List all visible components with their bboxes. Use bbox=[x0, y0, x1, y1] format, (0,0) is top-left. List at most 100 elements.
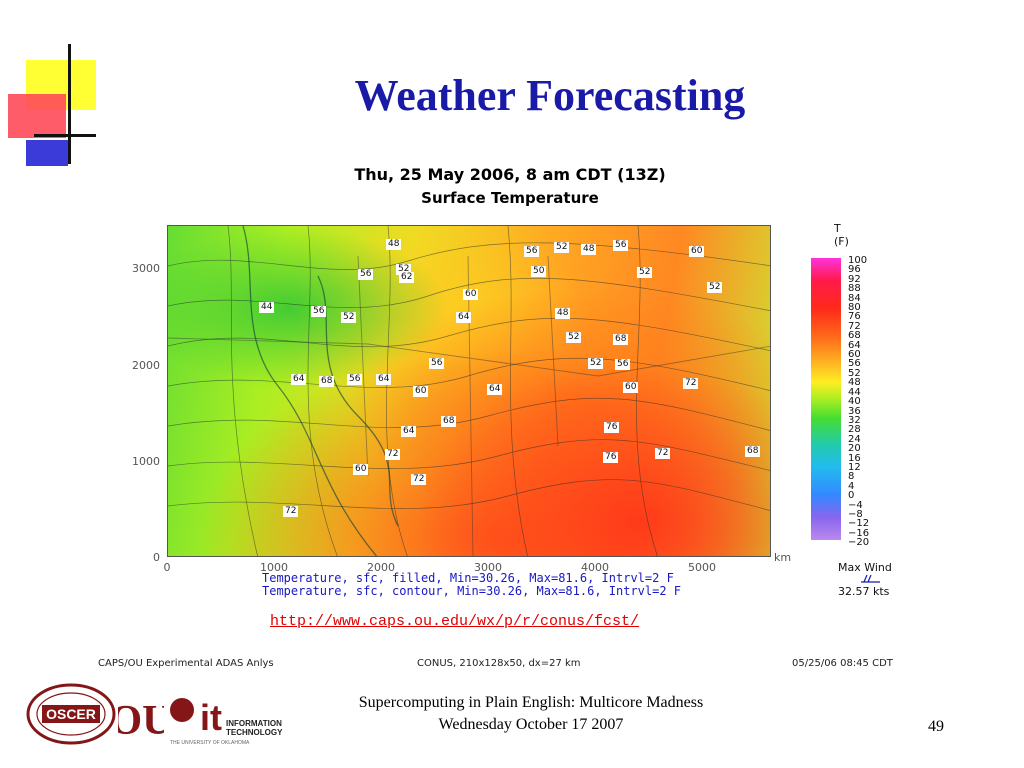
contour-label: 64 bbox=[487, 384, 503, 395]
map-title-date: Thu, 25 May 2006, 8 am CDT (13Z) bbox=[354, 165, 666, 184]
course-title: Supercomputing in Plain English: Multico… bbox=[358, 694, 704, 711]
corner-decoration bbox=[0, 0, 110, 170]
contour-label: 48 bbox=[555, 308, 571, 319]
contour-label: 56 bbox=[429, 358, 445, 369]
svg-text:TECHNOLOGY: TECHNOLOGY bbox=[226, 728, 283, 737]
contour-label: 60 bbox=[463, 289, 479, 300]
colorbar-tick: 36 bbox=[848, 405, 861, 417]
max-wind-label: Max Wind bbox=[838, 561, 892, 574]
contour-label: 52 bbox=[341, 312, 357, 323]
contour-label: 76 bbox=[604, 422, 620, 433]
colorbar-tick: 92 bbox=[848, 273, 861, 285]
colorbar-tick: 60 bbox=[848, 349, 861, 361]
colorbar-tick: 96 bbox=[848, 264, 861, 276]
contour-label: 64 bbox=[291, 374, 307, 385]
contour-label: 44 bbox=[259, 302, 275, 313]
colorbar-tick-labels: 100 96 92 88 84 80 76 72 68 64 60 56 52 48 44 40 36 32 28 2… bbox=[848, 255, 870, 549]
y-tick-label: 1000 bbox=[132, 455, 160, 468]
temperature-map: 48 52 56 62 56 52 50 60 48 56 60 52 52 44 56 52 64 48 56 52… bbox=[167, 225, 771, 557]
horizontal-line bbox=[34, 134, 96, 137]
svg-text:INFORMATION: INFORMATION bbox=[226, 719, 282, 728]
contour-label: 76 bbox=[603, 452, 619, 463]
temperature-colorbar bbox=[811, 258, 841, 540]
contour-label: 52 bbox=[707, 282, 723, 293]
x-axis-unit: km bbox=[774, 551, 792, 564]
contour-label: 64 bbox=[401, 426, 417, 437]
contour-label: 62 bbox=[399, 272, 415, 283]
contour-label: 72 bbox=[655, 448, 671, 459]
contour-label: 52 bbox=[396, 264, 412, 275]
colorbar-tick: 80 bbox=[848, 302, 861, 314]
svg-text:OU: OU bbox=[118, 698, 164, 744]
legend-unit: (F) bbox=[834, 235, 849, 248]
oscer-logo: OSCER bbox=[26, 683, 116, 745]
course-date: Wednesday October 17 2007 bbox=[438, 716, 624, 733]
svg-text:THE UNIVERSITY OF OKLAHOMA: THE UNIVERSITY OF OKLAHOMA bbox=[170, 740, 250, 746]
colorbar-tick: 4 bbox=[848, 480, 855, 492]
colorbar-tick: 28 bbox=[848, 424, 861, 436]
contour-label: 60 bbox=[413, 386, 429, 397]
colorbar-tick: 32 bbox=[848, 414, 861, 426]
x-tick-label: 1000 bbox=[260, 561, 288, 574]
contour-label: 56 bbox=[358, 269, 374, 280]
vertical-line bbox=[68, 44, 71, 164]
contour-label: 56 bbox=[613, 240, 629, 251]
map-caption-contour: Temperature, sfc, contour, Min=30.26, Ma… bbox=[262, 584, 682, 598]
contour-label: 72 bbox=[683, 378, 699, 389]
colorbar-tick: 48 bbox=[848, 377, 861, 389]
contour-label: 52 bbox=[554, 242, 570, 253]
analysis-label: CAPS/OU Experimental ADAS Anlys bbox=[98, 658, 274, 669]
contour-label: 60 bbox=[623, 382, 639, 393]
slide-title: Weather Forecasting bbox=[354, 71, 746, 120]
colorbar-tick: 40 bbox=[848, 396, 861, 408]
grid-info: CONUS, 210x128x50, dx=27 km bbox=[417, 658, 581, 669]
colorbar-tick: 0 bbox=[848, 490, 855, 502]
colorbar-tick: 8 bbox=[848, 471, 855, 483]
contour-label: 64 bbox=[456, 312, 472, 323]
colorbar-tick: −20 bbox=[848, 537, 870, 549]
y-tick-label: 0 bbox=[153, 551, 160, 564]
contour-label: 72 bbox=[411, 474, 427, 485]
contour-label: 56 bbox=[524, 246, 540, 257]
information-technology-logo: it INFORMATION TECHNOLOGY THE UNIVERSITY… bbox=[170, 697, 283, 746]
contour-label: 72 bbox=[385, 449, 401, 460]
contour-label: 56 bbox=[311, 306, 327, 317]
blue-square bbox=[26, 140, 68, 166]
x-tick-label: 0 bbox=[163, 561, 171, 574]
colorbar-tick: −4 bbox=[848, 499, 863, 511]
red-square bbox=[8, 94, 66, 138]
max-wind-value: 32.57 kts bbox=[838, 585, 890, 598]
colorbar-tick: 44 bbox=[848, 386, 861, 398]
contour-label: 68 bbox=[613, 334, 629, 345]
colorbar-tick: 76 bbox=[848, 311, 861, 323]
contour-label: 64 bbox=[376, 374, 392, 385]
colorbar-tick: −8 bbox=[848, 508, 863, 520]
colorbar-tick: 56 bbox=[848, 358, 861, 370]
legend-title: T (F) bbox=[834, 222, 849, 248]
contour-label: 52 bbox=[637, 267, 653, 278]
colorbar-tick: 84 bbox=[848, 292, 861, 304]
source-link[interactable]: http://www.caps.ou.edu/wx/p/r/conus/fcst… bbox=[270, 613, 640, 630]
contour-label: 60 bbox=[353, 464, 369, 475]
x-tick-label: 4000 bbox=[581, 561, 609, 574]
x-tick-label: 3000 bbox=[474, 561, 502, 574]
colorbar-tick: 12 bbox=[848, 461, 861, 473]
contour-label: 48 bbox=[386, 239, 402, 250]
colorbar-tick: 68 bbox=[848, 330, 861, 342]
colorbar-tick: 24 bbox=[848, 433, 861, 445]
x-tick-label: 5000 bbox=[688, 561, 716, 574]
colorbar-tick: 72 bbox=[848, 320, 861, 332]
svg-text:it: it bbox=[200, 697, 222, 738]
y-tick-label: 3000 bbox=[132, 262, 160, 275]
colorbar-tick: −16 bbox=[848, 527, 870, 539]
colorbar-tick: 52 bbox=[848, 367, 861, 379]
colorbar-tick: 88 bbox=[848, 283, 861, 295]
contour-label: 68 bbox=[319, 376, 335, 387]
contour-label: 50 bbox=[531, 266, 547, 277]
colorbar-tick: −12 bbox=[848, 518, 870, 530]
y-tick-label: 2000 bbox=[132, 359, 160, 372]
ou-logo: OU bbox=[118, 698, 164, 744]
contour-label: 68 bbox=[441, 416, 457, 427]
page-number: 49 bbox=[928, 718, 944, 735]
x-tick-label: 2000 bbox=[367, 561, 395, 574]
